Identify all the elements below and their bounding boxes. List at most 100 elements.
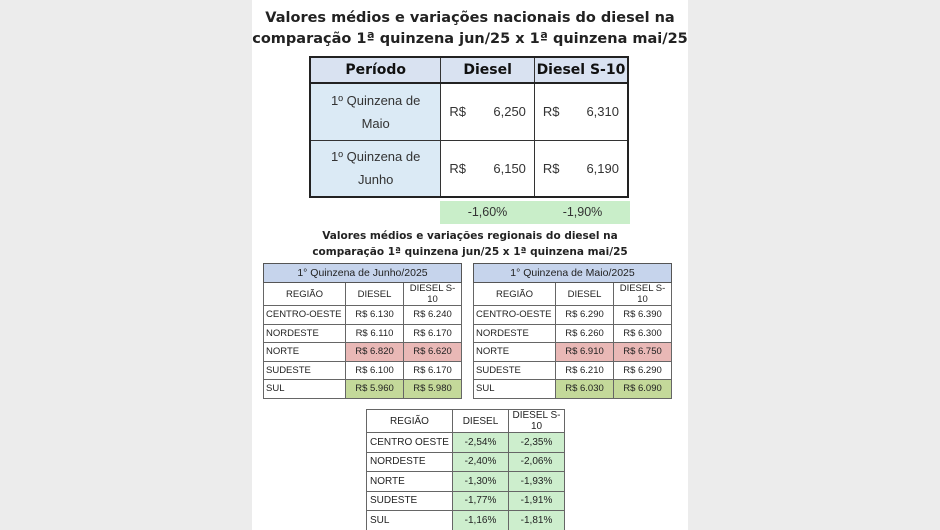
s10-price: R$ 6.300 [613,323,672,343]
region-name: SUL [473,379,556,399]
col-diesel-s10: DIESEL S-10 [403,282,462,306]
s10-variation: -2,35% [508,432,565,453]
diesel-price: R$ 6.820 [345,342,404,362]
currency-symbol: R$ [542,104,560,120]
s10-price: R$ 6.090 [613,379,672,399]
col-diesel: DIESEL [345,282,404,306]
currency-symbol: R$ [542,160,560,176]
s10-price: R$ 6.620 [403,342,462,362]
region-name: NORTE [366,471,453,492]
s10-price-cell: R$ 6,190 [533,139,629,198]
table-row: SUL -1,16% -1,81% [366,510,565,530]
s10-variation: -2,06% [508,451,565,472]
period-label-line2: Junho [357,172,394,188]
region-name: SUDESTE [473,360,556,380]
diesel-price: R$ 6.290 [555,305,614,325]
region-name: SUDESTE [366,490,453,511]
region-name: SUL [263,379,346,399]
national-row-may: 1º Quinzena de Maio R$ 6,250 R$ 6,310 [309,82,629,141]
diesel-variation: -2,40% [452,451,509,472]
s10-price: R$ 6.290 [613,360,672,380]
diesel-price: R$ 6.110 [345,323,404,343]
region-name: NORDESTE [366,451,453,472]
diesel-variation: -2,54% [452,432,509,453]
regional-title-line2: comparação 1ª quinzena jun/25 x 1ª quinz… [312,246,628,258]
diesel-price-cell: R$ 6,250 [440,82,535,141]
national-variation-row: -1,60% -1,90% [440,201,630,224]
header-diesel-s10: Diesel S-10 [533,56,629,84]
region-name: CENTRO-OESTE [473,305,556,325]
regional-title: Valores médios e variações regionais do … [252,228,688,260]
diesel-price: 6,150 [493,160,526,176]
table-row: NORDESTE -2,40% -2,06% [366,451,565,472]
s10-variation: -1,90% [562,205,603,219]
national-row-june: 1º Quinzena de Junho R$ 6,150 R$ 6,190 [309,139,629,198]
region-name: NORDESTE [263,323,346,343]
s10-price: 6,310 [586,104,619,120]
diesel-variation: -1,77% [452,490,509,511]
s10-price: R$ 6.170 [403,360,462,380]
diesel-price: R$ 6.100 [345,360,404,380]
header-diesel: Diesel [440,56,535,84]
col-diesel-s10: DIESEL S-10 [613,282,672,306]
region-name: NORTE [263,342,346,362]
table-header-row: REGIÃO DIESEL DIESEL S-10 [473,282,672,306]
june-regional-table: 1° Quinzena de Junho/2025 REGIÃO DIESEL … [263,263,462,399]
table-row: NORDESTE R$ 6.110 R$ 6.170 [263,323,462,343]
diesel-price: 6,250 [493,104,526,120]
region-name: NORDESTE [473,323,556,343]
col-region: REGIÃO [473,282,556,306]
region-name: CENTRO OESTE [366,432,453,453]
col-diesel: DIESEL [555,282,614,306]
region-name: CENTRO-OESTE [263,305,346,325]
table-row: CENTRO OESTE -2,54% -2,35% [366,432,565,453]
diesel-variation: -1,16% [452,510,509,530]
s10-price-cell: R$ 6,310 [533,82,629,141]
table-header-row: REGIÃO DIESEL DIESEL S-10 [366,409,565,433]
s10-price: R$ 6.240 [403,305,462,325]
region-name: SUDESTE [263,360,346,380]
diesel-variation: -1,60% [467,205,508,219]
table-row: CENTRO-OESTE R$ 6.130 R$ 6.240 [263,305,462,325]
col-diesel-s10: DIESEL S-10 [508,409,565,433]
diesel-price: R$ 6.130 [345,305,404,325]
national-title-line2: comparação 1ª quinzena jun/25 x 1ª quinz… [252,31,688,47]
table-row: NORDESTE R$ 6.260 R$ 6.300 [473,323,672,343]
diesel-price: R$ 5.960 [345,379,404,399]
period-label-line1: 1º Quinzena de [331,149,421,165]
s10-variation: -1,93% [508,471,565,492]
s10-price: R$ 6.170 [403,323,462,343]
currency-symbol: R$ [449,160,467,176]
diesel-price: R$ 6.910 [555,342,614,362]
currency-symbol: R$ [449,104,467,120]
region-name: NORTE [473,342,556,362]
s10-price: R$ 6.390 [613,305,672,325]
table-row: SUL R$ 5.960 R$ 5.980 [263,379,462,399]
table-row: SUL R$ 6.030 R$ 6.090 [473,379,672,399]
table-row: SUDESTE -1,77% -1,91% [366,490,565,511]
s10-price: R$ 5.980 [403,379,462,399]
diesel-price: R$ 6.260 [555,323,614,343]
may-regional-table: 1° Quinzena de Maio/2025 REGIÃO DIESEL D… [473,263,672,399]
table-row: NORTE R$ 6.820 R$ 6.620 [263,342,462,362]
header-period: Período [309,56,442,84]
period-label-line2: Maio [361,115,390,131]
s10-variation: -1,91% [508,490,565,511]
table-header-row: REGIÃO DIESEL DIESEL S-10 [263,282,462,306]
national-title-line1: Valores médios e variações nacionais do … [265,10,675,26]
diesel-price: R$ 6.030 [555,379,614,399]
diesel-price: R$ 6.210 [555,360,614,380]
s10-price: 6,190 [586,160,619,176]
region-name: SUL [366,510,453,530]
col-region: REGIÃO [366,409,453,433]
period-cell: 1º Quinzena de Maio [309,82,442,141]
table-row: SUDESTE R$ 6.210 R$ 6.290 [473,360,672,380]
national-table: Período Diesel Diesel S-10 1º Quinzena d… [309,56,629,198]
may-table-title: 1° Quinzena de Maio/2025 [473,263,672,283]
national-header-row: Período Diesel Diesel S-10 [309,56,629,84]
june-table-title: 1° Quinzena de Junho/2025 [263,263,462,283]
s10-price: R$ 6.750 [613,342,672,362]
col-diesel: DIESEL [452,409,509,433]
regional-variation-table: REGIÃO DIESEL DIESEL S-10 CENTRO OESTE -… [366,409,565,530]
s10-variation: -1,81% [508,510,565,530]
